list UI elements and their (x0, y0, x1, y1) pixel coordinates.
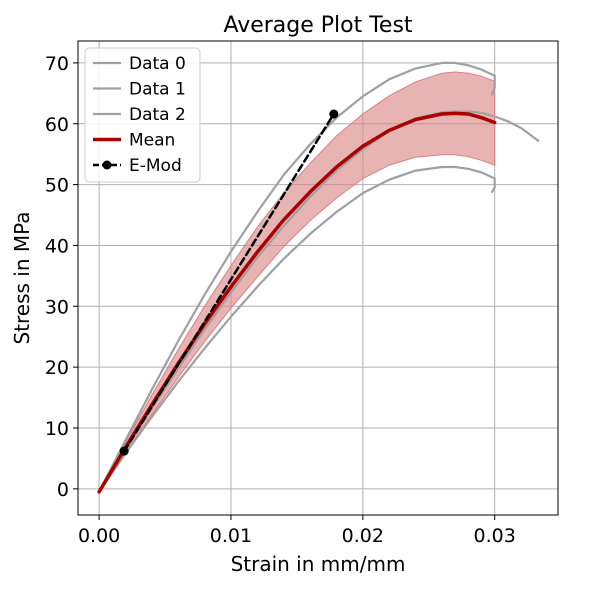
y-axis-label: Stress in MPa (10, 211, 34, 344)
x-tick-label-3: 0.03 (474, 525, 516, 547)
legend-label-2: Data 2 (129, 105, 186, 125)
series-line-data-1 (97, 110, 540, 493)
plot-frame (77, 40, 559, 516)
legend-label-4: E-Mod (129, 156, 182, 176)
y-tick-label-5: 50 (45, 175, 69, 197)
y-tick-label-3: 30 (45, 296, 69, 318)
x-tick-label-0: 0.00 (78, 525, 120, 547)
legend-label-0: Data 0 (129, 54, 186, 74)
y-tick-label-7: 70 (45, 53, 69, 75)
legend: Data 0 Data 1 Data 2 Mean E-Mod (84, 47, 201, 183)
emod-point-0 (119, 446, 129, 456)
chart-title: Average Plot Test (223, 13, 412, 38)
legend-label-1: Data 1 (129, 80, 186, 100)
series-line-data-2 (97, 165, 496, 493)
legend-box (84, 47, 201, 183)
x-tick-label-2: 0.02 (342, 525, 384, 547)
y-tick-label-4: 40 (45, 235, 69, 257)
y-tick-label-1: 10 (45, 418, 69, 440)
x-tick-label-1: 0.01 (210, 525, 252, 547)
ticks: 0.00 0.01 0.02 0.03 0 10 20 30 40 50 60 70 (45, 53, 516, 547)
legend-marker-4 (102, 160, 112, 170)
y-tick-label-2: 20 (45, 357, 69, 379)
series-layer (97, 61, 540, 494)
y-tick-label-0: 0 (57, 479, 69, 501)
emod-point-1 (329, 109, 339, 119)
legend-label-3: Mean (129, 131, 175, 151)
y-tick-label-6: 60 (45, 114, 69, 136)
series-line-e-mod (122, 112, 336, 453)
x-axis-label: Strain in mm/mm (231, 552, 406, 576)
series-line-data-0 (97, 61, 496, 493)
